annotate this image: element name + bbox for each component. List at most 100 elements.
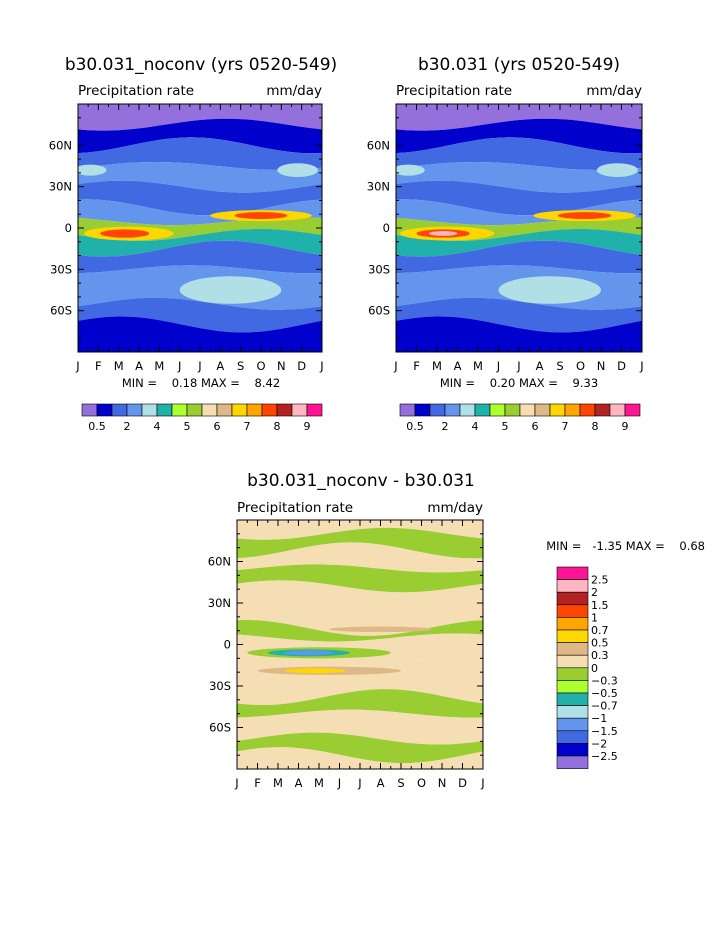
legend-swatch bbox=[556, 743, 589, 757]
x-tick-label: J bbox=[357, 776, 361, 790]
contour-plot bbox=[395, 103, 643, 353]
y-tick-label: 30S bbox=[368, 262, 390, 276]
x-tick-label: S bbox=[237, 359, 244, 373]
contour-band bbox=[396, 199, 642, 226]
x-tick-label: S bbox=[556, 359, 563, 373]
y-tick-label: 0 bbox=[224, 638, 231, 652]
x-tick-label: N bbox=[277, 359, 286, 373]
legend-swatch bbox=[474, 403, 491, 417]
legend-swatch bbox=[556, 654, 589, 669]
legend-label: 2 bbox=[442, 420, 449, 433]
legend-label: 6 bbox=[532, 420, 539, 433]
y-tick-label: 60N bbox=[49, 138, 72, 152]
legend-label: 7 bbox=[562, 420, 569, 433]
panel-units: mm/day bbox=[586, 83, 642, 99]
legend-label: −1 bbox=[591, 712, 607, 725]
contour-feature bbox=[396, 164, 425, 176]
legend-swatch bbox=[564, 403, 581, 417]
legend-swatch bbox=[414, 403, 431, 417]
legend-label: 5 bbox=[502, 420, 509, 433]
x-tick-label: J bbox=[496, 359, 500, 373]
x-tick-label: A bbox=[295, 776, 303, 790]
legend-swatch bbox=[556, 717, 589, 732]
legend-swatch bbox=[261, 403, 278, 417]
y-tick-label: 30S bbox=[209, 679, 231, 693]
contour-band bbox=[78, 297, 322, 333]
contour-band bbox=[396, 137, 642, 170]
legend-label: 7 bbox=[244, 420, 251, 433]
legend-label: 0.5 bbox=[88, 420, 106, 433]
x-tick-label: M bbox=[114, 359, 124, 373]
x-tick-label: A bbox=[536, 359, 544, 373]
x-tick-label: N bbox=[438, 776, 447, 790]
x-tick-label: F bbox=[413, 359, 420, 373]
legend-swatch bbox=[399, 403, 416, 417]
legend-label: −0.5 bbox=[591, 687, 618, 700]
legend-swatch bbox=[429, 403, 446, 417]
legend-label: 8 bbox=[274, 420, 281, 433]
min-max-stats: MIN = -1.35 MAX = 0.68 bbox=[546, 539, 705, 553]
x-tick-label: A bbox=[216, 359, 224, 373]
legend-swatch bbox=[171, 403, 188, 417]
contour-band bbox=[396, 104, 642, 131]
contour-band bbox=[237, 527, 483, 559]
x-tick-label: A bbox=[454, 359, 462, 373]
legend-label: 4 bbox=[154, 420, 161, 433]
legend-label: 1.5 bbox=[591, 599, 609, 612]
panel-title: b30.031 (yrs 0520-549) bbox=[418, 55, 620, 75]
legend-label: 6 bbox=[214, 420, 221, 433]
legend-swatch bbox=[556, 604, 589, 618]
legend-label: −2 bbox=[591, 737, 607, 750]
legend-swatch bbox=[556, 591, 589, 606]
legend-swatch bbox=[556, 667, 589, 681]
contour-band bbox=[78, 240, 322, 274]
contour-band bbox=[237, 542, 483, 573]
legend-swatch bbox=[556, 579, 589, 593]
x-tick-label: M bbox=[273, 776, 283, 790]
legend-swatch bbox=[246, 403, 263, 417]
color-legend: 2.521.510.70.50.30−0.3−0.5−0.7−1−1.5−2−2… bbox=[556, 566, 618, 769]
legend-label: −2.5 bbox=[591, 750, 618, 763]
legend-swatch bbox=[579, 403, 596, 417]
legend-swatch bbox=[81, 403, 98, 417]
legend-swatch bbox=[231, 403, 248, 417]
contour-band bbox=[78, 180, 322, 216]
y-tick-label: 30S bbox=[50, 262, 72, 276]
legend-label: 4 bbox=[472, 420, 479, 433]
legend-swatch bbox=[201, 403, 218, 417]
panel-units: mm/day bbox=[427, 500, 483, 516]
legend-swatch bbox=[156, 403, 173, 417]
contour-band bbox=[78, 228, 322, 257]
min-max-stats: MIN = 0.18 MAX = 8.42 bbox=[122, 376, 280, 390]
legend-label: −0.3 bbox=[591, 674, 618, 687]
contour-band bbox=[237, 709, 483, 745]
x-tick-label: O bbox=[256, 359, 265, 373]
legend-swatch bbox=[624, 403, 641, 417]
legend-swatch bbox=[556, 705, 589, 719]
y-tick-label: 60S bbox=[209, 721, 231, 735]
contour-feature bbox=[557, 212, 612, 220]
panel-difference: b30.031_noconv - b30.031 Precipitation r… bbox=[208, 471, 705, 790]
x-tick-label: J bbox=[639, 359, 643, 373]
legend-swatch bbox=[276, 403, 293, 417]
contour-band bbox=[396, 316, 642, 352]
contour-band bbox=[396, 162, 642, 193]
legend-swatch bbox=[141, 403, 158, 417]
legend-swatch bbox=[291, 403, 308, 417]
contour-band bbox=[237, 659, 483, 705]
contour-feature bbox=[428, 231, 458, 236]
contour-band bbox=[78, 199, 322, 226]
panel-subtitle: Precipitation rate bbox=[237, 500, 353, 516]
contour-feature bbox=[284, 650, 334, 656]
x-tick-label: S bbox=[397, 776, 404, 790]
x-tick-label: A bbox=[377, 776, 385, 790]
x-tick-label: O bbox=[417, 776, 426, 790]
legend-swatch bbox=[96, 403, 113, 417]
x-tick-label: D bbox=[458, 776, 467, 790]
legend-swatch bbox=[556, 692, 589, 706]
legend-label: 1 bbox=[591, 611, 598, 624]
panel-title: b30.031_noconv - b30.031 bbox=[247, 471, 475, 491]
legend-label: 0.5 bbox=[406, 420, 424, 433]
